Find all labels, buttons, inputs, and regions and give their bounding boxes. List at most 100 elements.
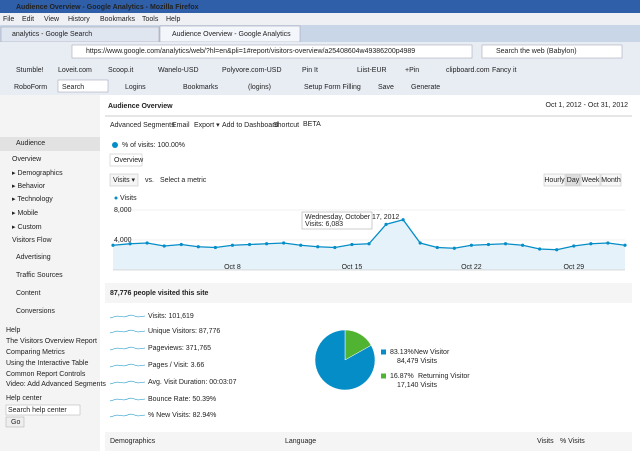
metric-value: Unique Visitors: 87,776 [148, 328, 220, 335]
nav-item[interactable]: ▸ Technology [12, 196, 53, 203]
nav-item[interactable]: Content [16, 290, 41, 297]
help-link[interactable]: Common Report Controls [6, 371, 86, 378]
nav-item[interactable]: ▸ Mobile [12, 210, 38, 217]
bookmark[interactable]: +Pin [405, 67, 419, 74]
bookmark[interactable]: Fancy it [492, 67, 517, 74]
metric-value: Avg. Visit Duration: 00:03:07 [148, 379, 237, 386]
pie-percent: 83.13% [390, 349, 414, 356]
toolbar-item[interactable]: Export ▾ [194, 122, 220, 129]
point [384, 222, 388, 226]
date-range[interactable]: Oct 1, 2012 - Oct 31, 2012 [546, 102, 629, 109]
toolbar-item[interactable]: Advanced Segments [110, 122, 175, 129]
tab-label[interactable]: Overview [114, 157, 144, 164]
url-box[interactable] [71, 44, 473, 59]
summary-bar [105, 283, 632, 303]
x-tick-label: Oct 15 [342, 264, 363, 271]
nav-item[interactable]: Audience [16, 140, 45, 147]
help-center[interactable]: Help center [6, 395, 42, 402]
help-link[interactable]: Video: Add Advanced Segments [6, 381, 106, 388]
roboform-item[interactable]: Save [378, 84, 394, 91]
point [538, 247, 542, 251]
point [486, 242, 491, 247]
legend-label: Visits [120, 195, 137, 202]
roboform-item[interactable]: Logins [125, 84, 146, 91]
bookmark[interactable]: Scoop.it [108, 67, 133, 74]
bookmark[interactable]: Wanelo-USD [158, 67, 199, 74]
toolbar-item[interactable]: Email [172, 122, 190, 129]
help-title: Help [6, 327, 21, 334]
menu-bar [0, 13, 640, 25]
select-metric[interactable]: Select a metric [160, 177, 207, 184]
granularity-label[interactable]: Month [601, 177, 621, 184]
bookmark[interactable]: Pin It [302, 67, 318, 74]
metric-value: Pages / Visit: 3.66 [148, 362, 204, 369]
toolbar-item[interactable]: Add to Dashboard [222, 122, 279, 129]
metric-value: % New Visits: 82.94% [148, 412, 216, 419]
point [469, 243, 473, 247]
toolbar-item[interactable]: Shortcut [273, 122, 299, 129]
sparkline [109, 329, 146, 334]
roboform-item[interactable]: Setup Form Filling [304, 84, 361, 91]
bookmark[interactable]: Polyvore.com-USD [222, 67, 282, 74]
granularity-button[interactable] [543, 173, 566, 187]
url: https://www.google.com/analytics/web/?hl… [86, 48, 415, 55]
point [179, 242, 183, 247]
roboform-search[interactable] [57, 79, 109, 93]
bookmark[interactable]: clipboard.com [446, 67, 490, 74]
table-header-label: Demographics [110, 438, 156, 445]
help-search[interactable] [5, 404, 81, 416]
granularity-button[interactable] [565, 173, 581, 187]
overview-tab[interactable] [109, 153, 143, 167]
roboform-item[interactable]: Bookmarks [183, 84, 219, 91]
placeholder: Search help center [8, 407, 67, 414]
point [213, 245, 217, 250]
bookmark[interactable]: Liist-EUR [357, 67, 387, 74]
granularity-button[interactable] [580, 173, 601, 187]
granularity-label[interactable]: Hourly [544, 177, 565, 184]
metric[interactable]: Visits ▾ [113, 177, 136, 184]
nav-item[interactable]: ▸ Demographics [12, 170, 63, 177]
menu-item[interactable]: View [44, 16, 60, 23]
granularity-label[interactable]: Week [582, 177, 600, 184]
nav-item[interactable]: Conversions [16, 308, 55, 315]
bookmark[interactable]: Stumble! [16, 67, 44, 74]
point [418, 241, 422, 245]
nav-item[interactable]: Advertising [16, 254, 51, 261]
roboform-item[interactable]: RoboForm [14, 84, 47, 91]
help-link[interactable]: Using the Interactive Table [6, 360, 88, 367]
granularity-button[interactable] [600, 173, 622, 187]
metric-select[interactable] [109, 173, 139, 187]
nav-item[interactable]: Traffic Sources [16, 272, 63, 279]
roboform-item[interactable]: Generate [411, 84, 440, 91]
table-header-label: Language [285, 438, 316, 445]
go-label: Go [11, 419, 20, 426]
sparkline [109, 380, 146, 385]
nav-item[interactable]: ▸ Behavior [12, 183, 46, 190]
menu-item[interactable]: File [3, 16, 14, 23]
menu-item[interactable]: Tools [142, 16, 159, 23]
roboform-item[interactable]: Search [62, 84, 84, 91]
search-box[interactable] [481, 44, 623, 59]
roboform-item[interactable]: (logins) [248, 84, 271, 91]
vs: vs. [145, 177, 154, 184]
nav-item[interactable]: Overview [12, 156, 42, 163]
bookmark[interactable]: Loveit.com [58, 67, 92, 74]
tab-label[interactable]: analytics - Google Search [12, 31, 92, 38]
point [606, 241, 610, 245]
menu-item[interactable]: Edit [22, 16, 34, 23]
granularity-label[interactable]: Day [567, 177, 580, 184]
go-button[interactable] [5, 416, 25, 428]
sparkline [109, 346, 146, 351]
report-title: Audience Overview [108, 103, 173, 110]
nav-item[interactable]: ▸ Custom [12, 224, 42, 231]
tab-label[interactable]: Audience Overview - Google Analytics [172, 31, 291, 38]
menu-item[interactable]: Help [166, 16, 181, 23]
nav-item[interactable]: Visitors Flow [12, 237, 52, 244]
menu-item[interactable]: Bookmarks [100, 16, 136, 23]
help-link[interactable]: Comparing Metrics [6, 349, 65, 356]
help-link[interactable]: The Visitors Overview Report [6, 338, 97, 345]
beta: BETA [303, 121, 321, 128]
menu-item[interactable]: History [68, 16, 90, 23]
sparkline [109, 397, 146, 402]
